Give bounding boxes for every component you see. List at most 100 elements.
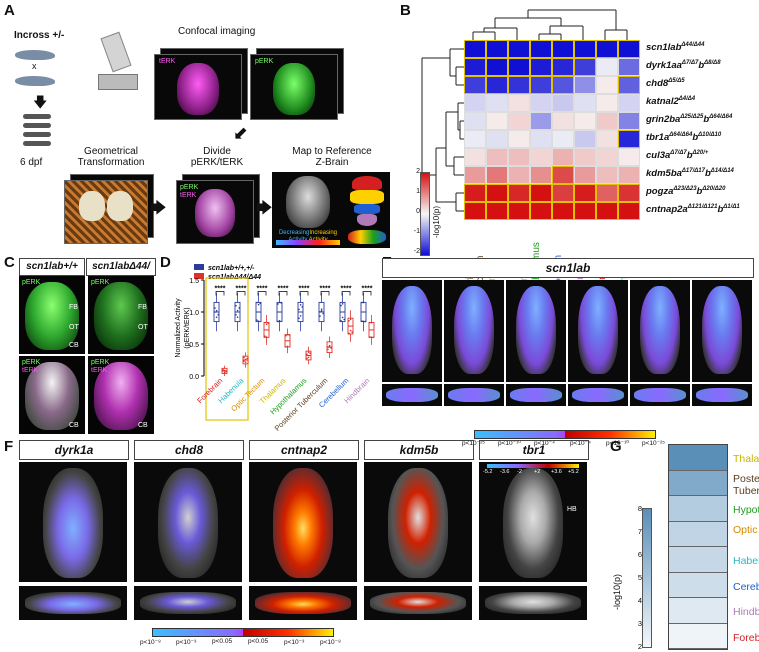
f-brain-shape (43, 468, 103, 578)
e-sagittal-tile (382, 384, 442, 406)
tbr1-scale-tick: -5.2 (483, 469, 493, 475)
f-sagittal-tile (479, 586, 587, 620)
heatmap-row-label: kdm5baΔ17/Δ17bΔ14/Δ14 (646, 168, 734, 180)
heatmap-cell (508, 148, 530, 166)
heatmap-cell (508, 184, 530, 202)
colorbar-tick: -1 (413, 228, 420, 235)
heatmap-row-label: cul3aΔ7/Δ7bΔ20/+ (646, 150, 709, 162)
g-region-label: Forebrain (733, 631, 759, 644)
heatmap-cell (574, 184, 596, 202)
heatmap-row-labels: scn1labΔ44/Δ44 dyrk1aaΔ7/Δ7bΔ8/Δ8 chd8Δ5/Δ… (644, 40, 759, 220)
heatmap-row-label: grin2baΔ25/Δ25bΔ64/Δ64 (646, 114, 733, 126)
y-tick-label: 1.5 (189, 278, 199, 285)
heatmap-cell (574, 148, 596, 166)
heatmap-cell (508, 58, 530, 76)
f-sagittal-shape (370, 592, 466, 614)
e-sagittal-shape (510, 388, 562, 402)
heatmap-colorbar-ticks: 2 1 0 -1 -2 (408, 168, 420, 256)
heatmap-cell (596, 202, 618, 220)
geo-image (64, 180, 148, 244)
g-colorbar-tick: 7 (637, 527, 642, 536)
e-brain-shape (640, 286, 680, 374)
larvae-icon (13, 112, 55, 152)
heatmap-cell (464, 58, 486, 76)
e-scale-tick: p<10⁻²⁵ (642, 440, 665, 447)
heatmap-cell (486, 58, 508, 76)
fish-icon (15, 76, 55, 86)
heatmap-cell (596, 166, 618, 184)
heatmap-cell (552, 76, 574, 94)
tbr1-scale-tick: -2 (517, 469, 522, 475)
e-sagittal-shape (696, 388, 748, 402)
heatmap-cell (618, 76, 640, 94)
tbr1-colorbar (487, 464, 579, 468)
terk-image: tERK (154, 54, 242, 120)
divide-perk-label: pERK tERK (180, 184, 199, 199)
c-ot-label: OT (138, 324, 148, 331)
heatmap-cell (486, 166, 508, 184)
cross-x: x (32, 61, 37, 71)
legend-entry: scn1lab+/+,+/- (194, 264, 255, 272)
legend-entry: scn1labΔ44/Δ44 (194, 273, 261, 281)
heatmap-cell (486, 184, 508, 202)
f-brain-shape (273, 468, 333, 578)
e-scale-tick: p<10⁻⁴ (534, 440, 555, 447)
tbr1-scale-tick: +5.2 (568, 469, 579, 475)
significance-label: **** (257, 286, 268, 293)
e-dorsal-tile (444, 280, 504, 382)
f-scale-tick: p<10⁻³ (284, 639, 305, 646)
f-sagittal-shape (140, 592, 236, 614)
f-gene-header: chd8 (134, 440, 244, 460)
f-colorbar (152, 628, 334, 637)
heatmap-cell (486, 40, 508, 58)
panel-c-label: C (4, 254, 15, 271)
heatmap-cell (618, 202, 640, 220)
heatmap-cell (618, 40, 640, 58)
heatmap-row-label: pogzaΔ23/Δ23bΔ20/Δ20 (646, 186, 726, 198)
heatmap-cell (574, 166, 596, 184)
e-brain-shape (392, 286, 432, 374)
g-region-label: Cerebellum (733, 580, 759, 593)
f-sagittal-tile (249, 586, 357, 620)
heatmap-row-label: tbr1aΔ64/Δ64bΔ10/Δ10 (646, 132, 722, 144)
heatmap-cell (552, 40, 574, 58)
heatmap-colorbar-title: -log10(p) (432, 205, 441, 238)
heatmap-cell (596, 130, 618, 148)
heatmap-cell (596, 184, 618, 202)
g-region-label: Habenula (733, 555, 759, 567)
heatmap-cell (596, 148, 618, 166)
row-dendrogram (421, 48, 464, 212)
g-heat-cell (669, 572, 727, 598)
e-sagittal-shape (572, 388, 624, 402)
fish-icon (15, 50, 55, 60)
f-sagittal-tile (19, 586, 127, 620)
heatmap-cell (552, 94, 574, 112)
terk-label: tERK (159, 58, 176, 65)
box (339, 292, 346, 332)
c-perk-label: pERK (91, 279, 110, 286)
e-sagittal-tile (506, 384, 566, 406)
column-dendrogram (472, 9, 628, 42)
f-scale-tick: p<10⁻⁸ (140, 639, 161, 646)
heatmap-cell (530, 166, 552, 184)
e-scale-tick: p<10⁻⁴ (570, 440, 591, 447)
f-brain-shape (158, 468, 218, 578)
arrow-right-icon: 🡆 (150, 200, 167, 217)
colorbar-tick: 0 (416, 208, 420, 215)
g-heat-cell (669, 521, 727, 547)
heatmap-cell (508, 40, 530, 58)
heatmap-row-label: chd8Δ5/Δ5 (646, 78, 685, 90)
g-colorbar-tick: 8 (637, 504, 642, 513)
heatmap-cell (530, 76, 552, 94)
colorbar-tick: 1 (416, 188, 420, 195)
box (284, 328, 291, 354)
regions-image (344, 172, 390, 248)
significance-label: **** (362, 286, 373, 293)
c-mut-merge-image: pERK tERK CB (88, 356, 154, 434)
heatmap-cell (552, 130, 574, 148)
e-sagittal-shape (634, 388, 686, 402)
perk-label: pERK (255, 58, 274, 65)
heatmap-cell (464, 40, 486, 58)
panel-b-label: B (400, 2, 411, 19)
divide-label: Divide pERK/tERK (190, 146, 244, 168)
